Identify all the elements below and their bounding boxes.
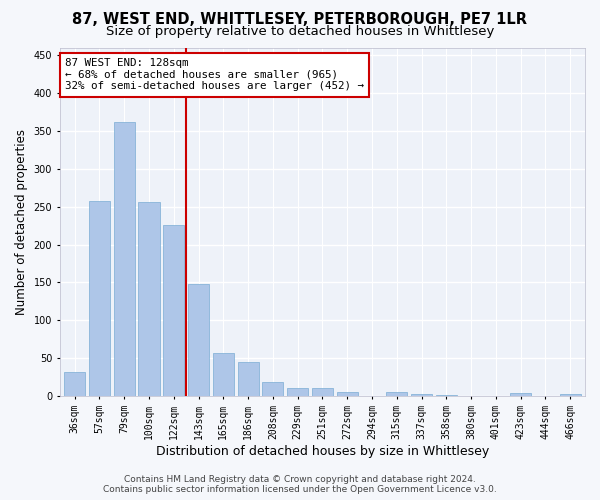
Bar [560, 394, 581, 396]
Text: Size of property relative to detached houses in Whittlesey: Size of property relative to detached ho… [106, 25, 494, 38]
Bar [64, 372, 85, 396]
Bar [163, 225, 184, 396]
Bar [337, 392, 358, 396]
Bar [139, 202, 160, 396]
Bar [287, 388, 308, 396]
Bar [436, 394, 457, 396]
Bar [113, 122, 135, 396]
Bar [238, 362, 259, 396]
Text: 87, WEST END, WHITTLESEY, PETERBOROUGH, PE7 1LR: 87, WEST END, WHITTLESEY, PETERBOROUGH, … [73, 12, 527, 26]
Bar [312, 388, 333, 396]
Bar [89, 200, 110, 396]
Bar [510, 393, 531, 396]
Text: Contains HM Land Registry data © Crown copyright and database right 2024.
Contai: Contains HM Land Registry data © Crown c… [103, 474, 497, 494]
Bar [386, 392, 407, 396]
X-axis label: Distribution of detached houses by size in Whittlesey: Distribution of detached houses by size … [156, 444, 489, 458]
Text: 87 WEST END: 128sqm
← 68% of detached houses are smaller (965)
32% of semi-detac: 87 WEST END: 128sqm ← 68% of detached ho… [65, 58, 364, 91]
Bar [188, 284, 209, 396]
Bar [213, 353, 234, 396]
Bar [411, 394, 432, 396]
Y-axis label: Number of detached properties: Number of detached properties [15, 129, 28, 315]
Bar [262, 382, 283, 396]
